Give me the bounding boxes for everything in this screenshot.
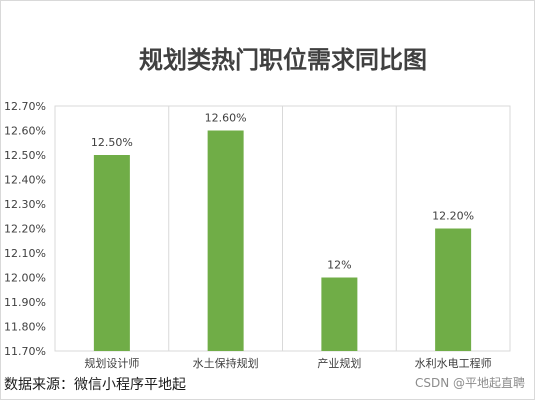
- bar: [207, 130, 244, 351]
- x-category-label: 水利水电工程师: [415, 357, 492, 370]
- x-category-label: 产业规划: [317, 356, 361, 370]
- bar: [435, 228, 472, 351]
- data-label: 12.60%: [205, 112, 247, 125]
- data-label: 12%: [327, 259, 351, 272]
- chart-title: 规划类热门职位需求同比图: [139, 46, 427, 74]
- y-tick-label: 12.70%: [4, 100, 46, 113]
- x-category-label: 规划设计师: [84, 356, 139, 370]
- plot-area: 11.70% 11.80% 11.90% 12.00% 12.10% 12.20% 12.3…: [4, 100, 511, 370]
- source-note: 数据来源：微信小程序平地起: [4, 377, 186, 393]
- data-label: 12.50%: [91, 136, 133, 149]
- data-label: 12.20%: [432, 210, 474, 223]
- y-tick-label: 12.20%: [4, 223, 46, 236]
- x-category-label: 水土保持规划: [193, 356, 259, 370]
- y-tick-label: 12.30%: [4, 198, 46, 211]
- bar: [321, 277, 358, 351]
- watermark: CSDN @平地起直聘: [414, 376, 525, 390]
- bar: [93, 155, 130, 351]
- y-tick-label: 11.80%: [4, 321, 46, 334]
- y-tick-label: 11.70%: [4, 345, 46, 358]
- y-tick-label: 12.60%: [4, 125, 46, 138]
- y-tick-label: 12.40%: [4, 174, 46, 187]
- y-tick-label: 11.90%: [4, 296, 46, 309]
- y-tick-label: 12.10%: [4, 247, 46, 260]
- y-tick-label: 12.00%: [4, 272, 46, 285]
- y-tick-label: 12.50%: [4, 149, 46, 162]
